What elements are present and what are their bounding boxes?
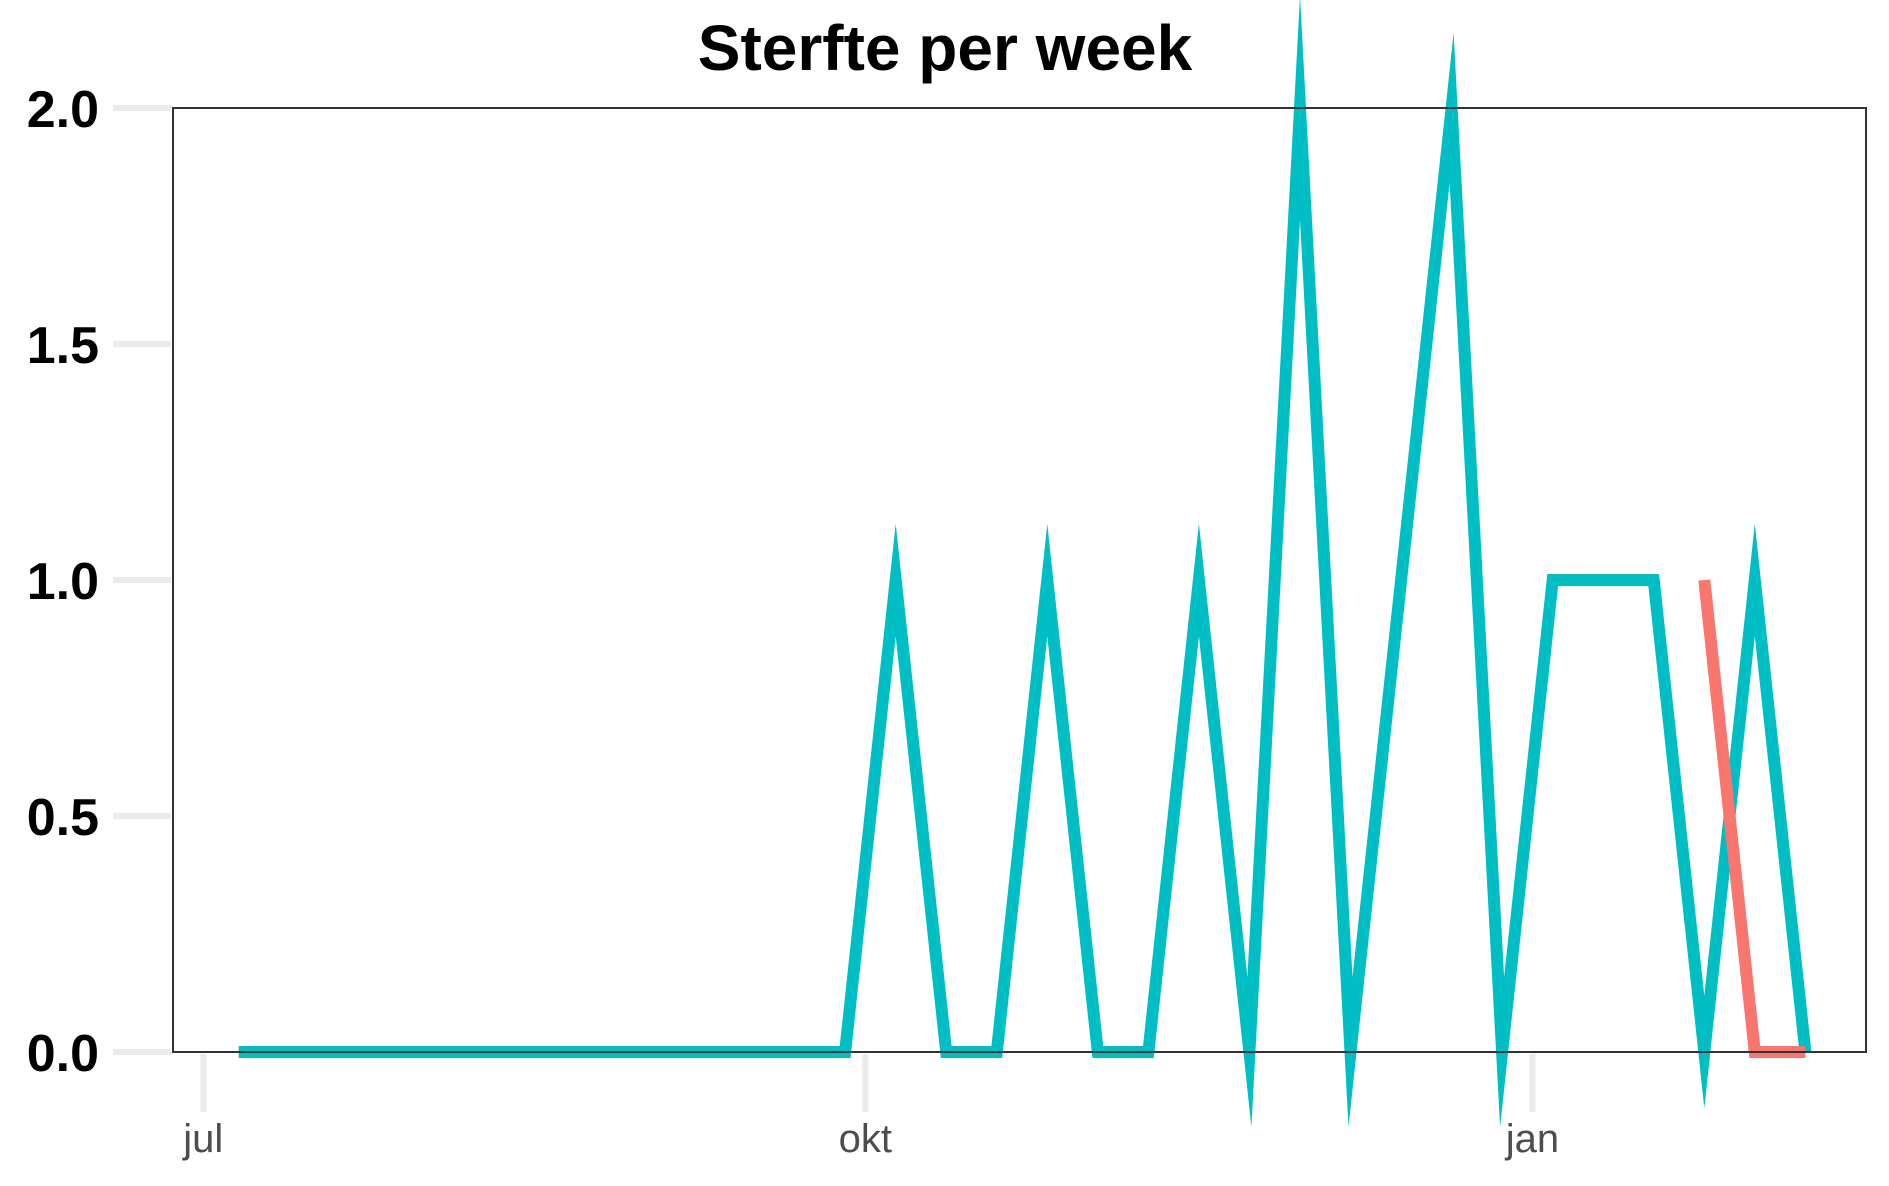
series-layer [238, 0, 1812, 1127]
plot-panel-border [172, 107, 1867, 1053]
y-axis-ticks [113, 105, 171, 1055]
x-tick-label: jan [1505, 1117, 1559, 1161]
y-tick-label: 0.5 [27, 789, 99, 847]
y-tick-label: 1.5 [27, 317, 99, 375]
y-tick-label: 0.0 [27, 1025, 99, 1083]
y-tick-label: 1.0 [27, 553, 99, 611]
chart-title: Sterfte per week [698, 12, 1193, 84]
x-tick-label: jul [182, 1117, 223, 1161]
x-axis-ticks [200, 1054, 1536, 1112]
series-line-0 [238, 0, 1812, 1127]
x-axis-labels: jul okt jan [182, 1117, 1559, 1161]
series-line-1 [1698, 579, 1806, 1058]
x-tick-label: okt [839, 1117, 892, 1161]
y-tick-label: 2.0 [27, 81, 99, 139]
y-axis-labels: 0.0 0.5 1.0 1.5 2.0 [27, 81, 99, 1083]
